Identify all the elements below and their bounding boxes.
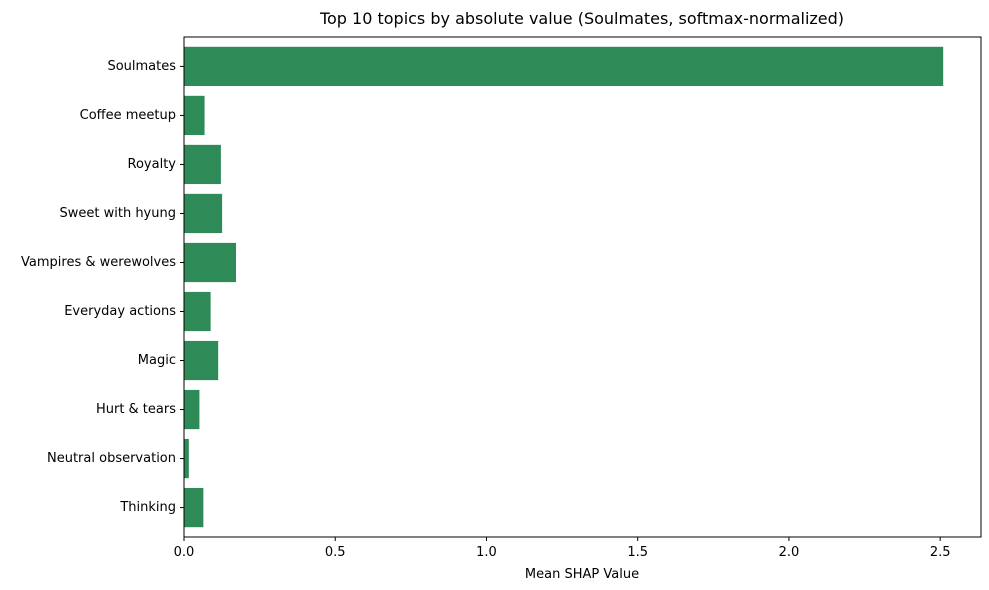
x-tick-label: 0.5 xyxy=(325,545,346,560)
x-tick-label: 2.5 xyxy=(930,545,951,560)
y-tick-label: Vampires & werewolves xyxy=(21,255,176,270)
bar-royalty xyxy=(184,144,221,185)
y-tick-label: Coffee meetup xyxy=(80,108,176,123)
y-tick-label: Royalty xyxy=(128,157,177,172)
bar-sweet-with-hyung xyxy=(184,193,223,234)
x-tick-label: 1.5 xyxy=(627,545,648,560)
y-tick-label: Magic xyxy=(138,353,176,368)
x-tick-label: 1.0 xyxy=(476,545,497,560)
y-tick-label: Hurt & tears xyxy=(96,402,176,417)
y-tick-label: Neutral observation xyxy=(47,451,176,466)
bar-soulmates xyxy=(184,46,944,87)
bar-coffee-meetup xyxy=(184,95,205,136)
y-axis-ticks: Soulmates Coffee meetup Royalty Sweet with … xyxy=(21,59,184,515)
y-tick-label: Thinking xyxy=(119,500,176,515)
x-axis-ticks: 0.0 0.5 1.0 1.5 2.0 2.5 xyxy=(174,537,951,560)
plot-frame xyxy=(183,36,982,538)
bar-vampires-and-werewolves xyxy=(184,242,237,283)
x-tick-label: 2.0 xyxy=(779,545,800,560)
y-tick-label: Everyday actions xyxy=(64,304,176,319)
x-axis-title: Mean SHAP Value xyxy=(525,567,639,582)
bars xyxy=(184,46,944,528)
y-tick-label: Sweet with hyung xyxy=(60,206,177,221)
chart-title: Top 10 topics by absolute value (Soulmat… xyxy=(319,9,844,28)
bar-neutral-observation xyxy=(184,438,189,479)
bar-hurt-and-tears xyxy=(184,389,200,430)
bar-magic xyxy=(184,340,219,381)
x-tick-label: 0.0 xyxy=(174,545,195,560)
bar-thinking xyxy=(184,487,204,528)
y-tick-label: Soulmates xyxy=(107,59,176,74)
bar-everyday-actions xyxy=(184,291,211,332)
